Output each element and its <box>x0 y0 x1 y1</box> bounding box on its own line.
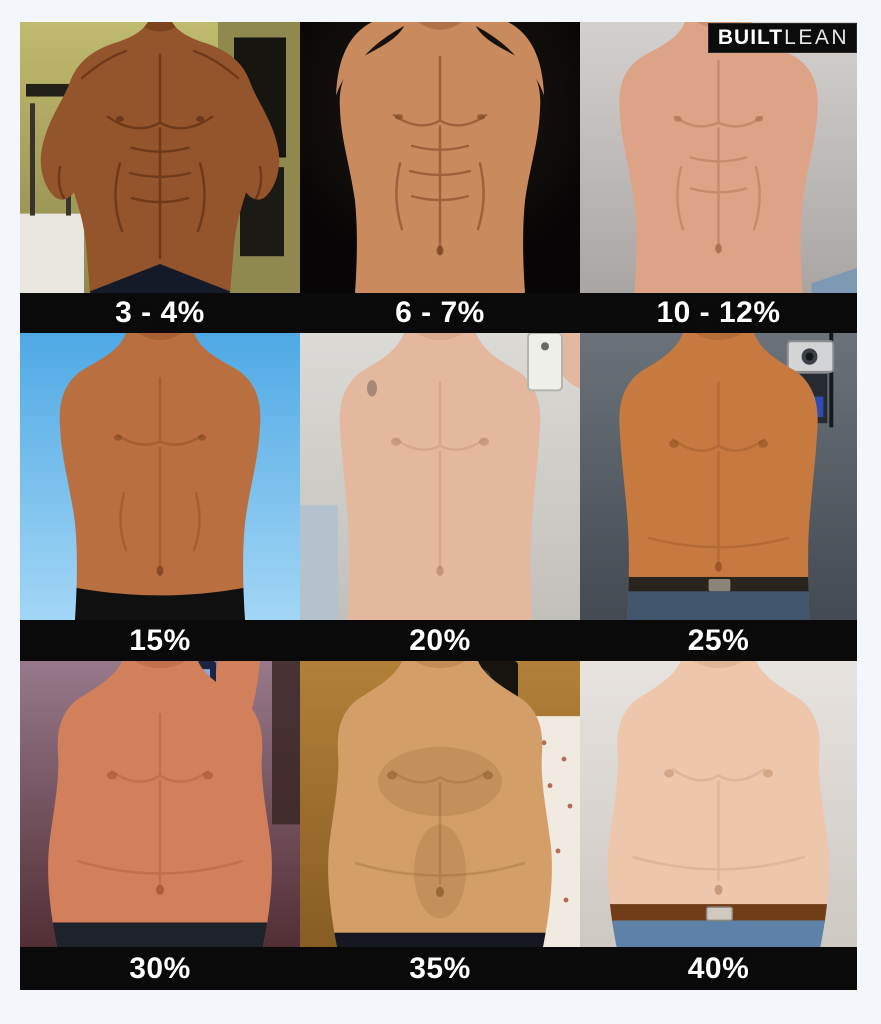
logo-text-lean: LEAN <box>784 26 849 49</box>
label-bar-row-3: 30% 35% 40% <box>20 947 857 990</box>
photo-bodyfat-25pct <box>580 333 857 620</box>
bodyfat-label-35: 35% <box>409 951 471 985</box>
white-phone <box>527 333 563 392</box>
photo-illustration <box>300 333 580 620</box>
body-detail <box>48 661 272 947</box>
bodyfat-label-25: 25% <box>687 623 750 657</box>
body-detail <box>367 333 489 576</box>
photo-illustration <box>607 661 830 947</box>
shoulder-tattoo <box>367 380 377 397</box>
body-detail <box>619 333 818 620</box>
photo-bodyfat-35pct <box>300 661 580 947</box>
bodyfat-label-40: 40% <box>687 951 750 985</box>
photo-bodyfat-3-4pct <box>20 22 300 293</box>
dark-doorway <box>272 661 300 825</box>
gym-background <box>20 22 300 293</box>
bodyfat-label-6-7: 6 - 7% <box>395 296 485 329</box>
background-panel <box>300 505 338 620</box>
muscle-definition <box>57 22 263 293</box>
photo-bodyfat-15pct <box>20 333 300 620</box>
photo-bodyfat-10-12pct <box>580 22 857 293</box>
black-shorts <box>70 587 250 620</box>
bodyfat-label-15: 15% <box>129 623 191 657</box>
jeans-and-brown-belt <box>607 904 830 947</box>
photo-bodyfat-20pct <box>300 333 580 620</box>
logo-text-built: BUILT <box>717 26 784 49</box>
muscle-definition <box>673 22 764 254</box>
photo-illustration <box>59 333 261 620</box>
photo-bodyfat-6-7pct <box>300 22 580 293</box>
photo-illustration <box>20 22 300 293</box>
photo-illustration <box>328 661 580 947</box>
jeans-and-belt <box>619 576 818 620</box>
posing-trunks <box>86 263 234 293</box>
label-bar-row-1: 3 - 4% 6 - 7% 10 - 12% <box>20 293 857 333</box>
photo-bodyfat-30pct <box>20 661 300 947</box>
bodyfat-label-3-4: 3 - 4% <box>115 296 205 329</box>
photo-bodyfat-40pct <box>580 661 857 947</box>
bodyfat-label-20: 20% <box>409 623 471 657</box>
body-detail <box>328 661 552 947</box>
hand-holding-phone <box>560 333 580 389</box>
bodyfat-photo-grid: 3 - 4% 6 - 7% 10 - 12% <box>20 22 857 990</box>
dark-pants <box>328 932 552 947</box>
dark-pants <box>48 922 272 947</box>
raised-arms <box>336 22 544 96</box>
muscle-definition <box>70 333 250 620</box>
photo-illustration <box>619 22 857 293</box>
body-detail <box>607 661 830 947</box>
photo-illustration <box>48 661 300 947</box>
photo-illustration <box>619 333 835 620</box>
jeans-waistband <box>811 267 857 293</box>
photo-illustration <box>336 22 544 293</box>
bodyfat-label-30: 30% <box>129 951 191 985</box>
builtlean-logo: BUILT LEAN <box>707 23 857 53</box>
bodyfat-label-10-12: 10 - 12% <box>656 296 781 329</box>
chest-hair <box>378 746 502 919</box>
label-bar-row-2: 15% 20% 25% <box>20 620 857 661</box>
muscle-definition <box>392 22 488 256</box>
